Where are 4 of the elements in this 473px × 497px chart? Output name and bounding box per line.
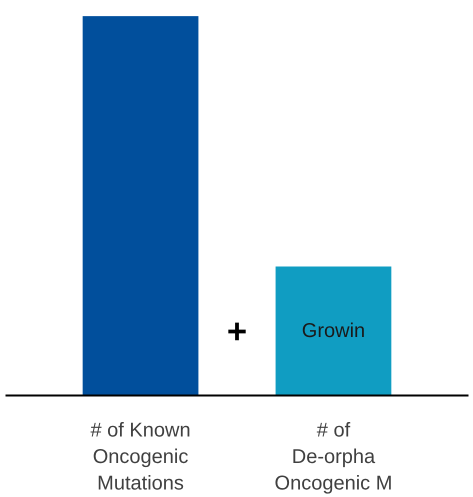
annotation: Growin (302, 320, 366, 342)
annotation: + (226, 313, 248, 351)
x-tick-label: # of De-orpha Oncogenic M (274, 420, 392, 494)
x-tick-label: # of Known Oncogenic Mutations (90, 420, 191, 494)
